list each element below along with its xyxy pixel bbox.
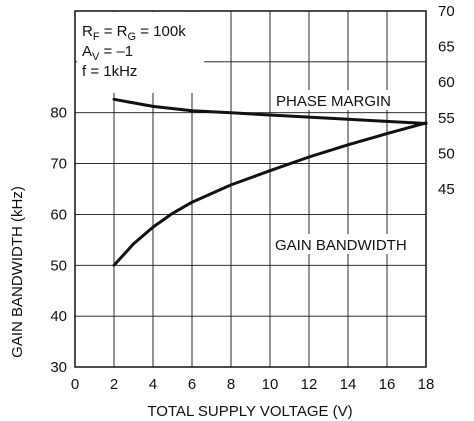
gain-bandwidth-label: GAIN BANDWIDTH: [275, 237, 407, 254]
y-left-tick-label-70: 70: [50, 156, 67, 173]
y-right-tick-label-70: 70: [438, 3, 455, 20]
y-axis-label: GAIN BANDWIDTH (kHz): [9, 186, 26, 358]
x-tick-label-16: 16: [379, 376, 396, 393]
y-left-tick-label-80: 80: [50, 105, 67, 122]
series-line-phase-margin: [112, 97, 428, 125]
annotation-line-3: f = 1kHz: [82, 63, 137, 80]
series-line-gain-bandwidth: [112, 121, 428, 267]
plot-frame: [74, 10, 427, 368]
x-tick-label-14: 14: [340, 376, 357, 393]
y-right-tick-label-45: 45: [438, 181, 455, 198]
x-tick-label-8: 8: [227, 376, 235, 393]
x-axis-label: TOTAL SUPPLY VOLTAGE (V): [147, 403, 352, 420]
phase-margin-label: PHASE MARGIN: [276, 93, 391, 110]
tick-labels: 0 2 4 6 8 10 12 14 16 18 30 40 50 60 70 80 45 50 55 60 65 70: [50, 3, 454, 393]
y-right-tick-label-60: 60: [438, 74, 455, 91]
y-right-tick-label-50: 50: [438, 145, 455, 162]
series-layer: [112, 97, 428, 267]
phase-margin-label-bg: [273, 90, 404, 110]
y-right-tick-label-55: 55: [438, 110, 455, 127]
y-left-tick-label-50: 50: [50, 257, 67, 274]
y-right-tick-label-65: 65: [438, 39, 455, 56]
x-tick-label-12: 12: [301, 376, 318, 393]
annotation-line-2: AV = –1: [82, 43, 133, 63]
gain-bandwidth-label-bg: [272, 234, 419, 254]
x-tick-label-2: 2: [110, 376, 118, 393]
y-left-tick-label-40: 40: [50, 308, 67, 325]
y-left-tick-label-30: 30: [50, 359, 67, 376]
x-tick-label-0: 0: [71, 376, 79, 393]
x-tick-label-6: 6: [188, 376, 196, 393]
x-tick-label-4: 4: [149, 376, 157, 393]
x-tick-label-18: 18: [418, 376, 435, 393]
y-left-tick-label-60: 60: [50, 206, 67, 223]
x-tick-label-10: 10: [262, 376, 279, 393]
annotation-line-1: RF = RG = 100k: [82, 23, 186, 43]
annotation-box: [77, 12, 204, 93]
